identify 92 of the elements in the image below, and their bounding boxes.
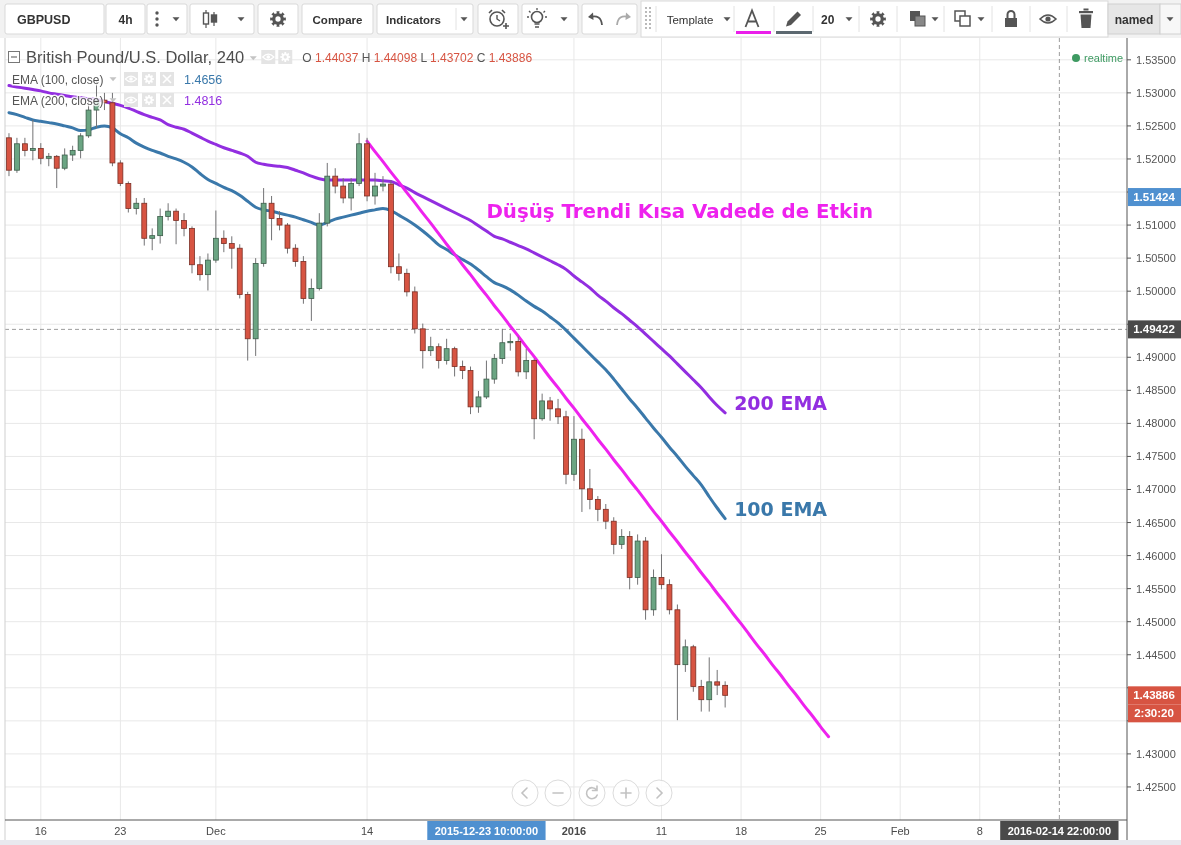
y-tick-label: 1.51000 — [1136, 219, 1176, 232]
x-tick-label: 18 — [734, 825, 748, 837]
y-tick-label: 1.46000 — [1136, 549, 1176, 562]
text: GBPUSD — [17, 12, 71, 27]
x-tick-label: Feb — [890, 825, 910, 837]
x-tick-label: Dec — [206, 825, 227, 837]
text: British Pound/U.S. Dollar, 240 — [26, 48, 245, 66]
y-tick-label: 1.45000 — [1136, 615, 1176, 628]
candlestick — [610, 516, 617, 555]
candlestick — [555, 398, 561, 425]
x-tick-label: 2015-12-23 10:00:00 — [434, 825, 539, 837]
y-tick-label: 1.46500 — [1136, 516, 1176, 529]
series-label: 100 EMA — [734, 497, 828, 520]
candlestick — [213, 210, 219, 264]
candlestick — [722, 680, 729, 708]
text: Indicators — [386, 13, 441, 26]
text: named — [1114, 12, 1154, 27]
candlestick — [594, 495, 601, 522]
candlestick — [372, 172, 378, 206]
y-tick-label: 1.42500 — [1136, 780, 1176, 793]
annotation: O 1.44037 H 1.44098 L 1.43702 C 1.43886 — [302, 51, 533, 65]
y-tick-label: 1.47000 — [1136, 483, 1176, 496]
text: Compare — [312, 13, 363, 26]
text: 20 — [821, 12, 835, 27]
candlestick — [443, 338, 450, 366]
candlestick — [181, 212, 187, 237]
x-tick-label: 8 — [976, 825, 983, 837]
y-tick-label: 1.48500 — [1136, 384, 1176, 397]
candlestick — [157, 208, 164, 245]
candlestick — [602, 503, 609, 530]
y-tick-label: 1.49000 — [1136, 351, 1176, 364]
text: 1.51424 — [1133, 191, 1176, 204]
y-tick-label: 1.50000 — [1136, 285, 1176, 298]
text: Template — [666, 13, 714, 26]
text: EMA (100, close) 1.4656 — [12, 72, 223, 87]
candlestick — [22, 137, 28, 157]
candlestick — [403, 268, 410, 297]
y-tick-label: 1.47500 — [1136, 450, 1176, 463]
candlestick — [380, 175, 386, 192]
series-label: 200 EMA — [734, 391, 828, 414]
x-tick-label: 11 — [655, 825, 668, 837]
candlestick — [427, 336, 434, 357]
x-tick-label: 25 — [814, 825, 827, 837]
y-tick-label: 1.43000 — [1136, 747, 1176, 760]
candlestick — [340, 177, 347, 204]
x-tick-label: 23 — [114, 825, 127, 837]
candlestick — [618, 528, 625, 550]
y-tick-label: 1.48000 — [1136, 417, 1176, 430]
candlestick — [165, 202, 171, 221]
candlestick — [698, 679, 705, 713]
candlestick — [714, 669, 721, 696]
candlestick — [396, 253, 402, 282]
y-tick-label: 1.53500 — [1136, 53, 1176, 66]
candlestick — [308, 278, 315, 322]
annotation: Düşüş Trendi Kısa Vadede de Etkin — [486, 199, 874, 223]
candlestick — [197, 255, 203, 282]
candlestick — [61, 147, 68, 171]
candlestick — [547, 396, 553, 422]
candlestick — [682, 639, 689, 673]
candlestick — [435, 342, 442, 370]
candlestick — [419, 323, 426, 370]
candlestick — [173, 208, 179, 245]
annotation: realtime — [1084, 52, 1124, 64]
candlestick — [53, 154, 60, 189]
text: 2:30:20 — [1134, 707, 1174, 720]
candlestick — [539, 393, 545, 422]
candlestick — [149, 227, 156, 251]
candlestick — [332, 167, 339, 194]
y-tick-label: 1.52500 — [1136, 119, 1176, 132]
text: 1.43886 — [1133, 689, 1175, 702]
y-tick-label: 1.52000 — [1136, 152, 1176, 165]
x-tick-label: 14 — [360, 825, 374, 837]
candlestick — [220, 229, 227, 253]
candlestick — [29, 119, 36, 161]
ref-line-label: 1.49422 — [1133, 323, 1175, 336]
candlestick — [587, 468, 593, 510]
candlestick — [499, 328, 506, 365]
candlestick — [706, 656, 713, 713]
x-tick-label: 2016 — [561, 825, 587, 837]
x-tick-label: 16 — [34, 825, 47, 837]
x-tick-label: 2016-02-14 22:00:00 — [1007, 825, 1112, 837]
candlestick — [507, 332, 514, 352]
candlestick — [523, 348, 530, 380]
candlestick — [348, 177, 355, 212]
y-tick-label: 1.45500 — [1136, 582, 1176, 595]
candlestick — [205, 253, 211, 292]
candlestick — [228, 235, 235, 270]
text: 4h — [118, 12, 133, 27]
candlestick — [37, 142, 44, 165]
y-tick-label: 1.50500 — [1136, 252, 1176, 265]
y-tick-label: 1.44500 — [1136, 648, 1176, 661]
y-tick-label: 1.53000 — [1136, 86, 1176, 99]
